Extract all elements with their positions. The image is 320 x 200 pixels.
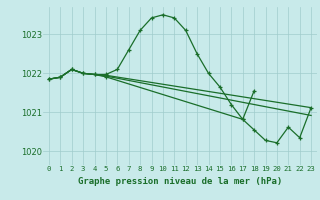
X-axis label: Graphe pression niveau de la mer (hPa): Graphe pression niveau de la mer (hPa) bbox=[78, 177, 282, 186]
